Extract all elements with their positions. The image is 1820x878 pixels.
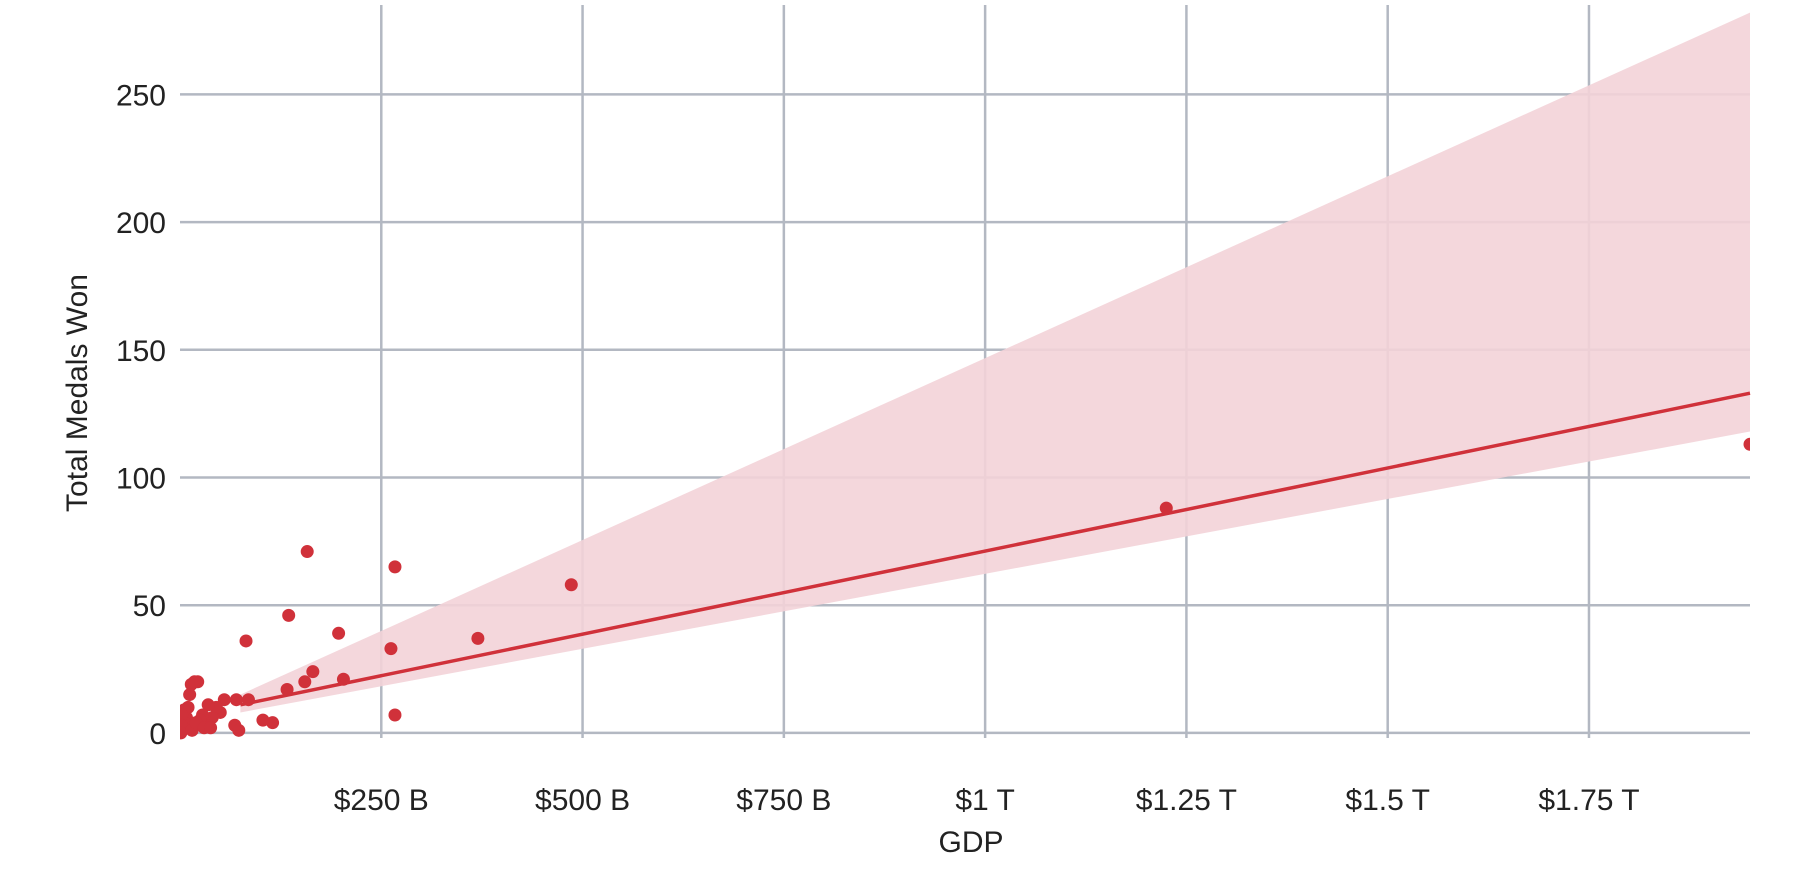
- scatter-point: [201, 698, 215, 712]
- y-tick-labels: 0 50 100 150 200 250: [116, 79, 166, 751]
- x-tick-labels: $250 B $500 B $750 B $1 T $1.25 T $1.5 T $1.75…: [334, 784, 1640, 817]
- scatter-point: [384, 642, 398, 656]
- scatter-point: [1159, 501, 1173, 515]
- scatter-point: [388, 560, 402, 574]
- scatter-point: [332, 626, 346, 640]
- scatter-point: [256, 713, 270, 727]
- x-axis-title: GDP: [938, 826, 1003, 859]
- x-tick-label: $1.75 T: [1538, 784, 1639, 817]
- scatter-point: [229, 693, 243, 707]
- scatter-point: [239, 634, 253, 648]
- x-tick-label: $250 B: [334, 784, 429, 817]
- scatter-point: [280, 682, 294, 696]
- scatter-point: [388, 708, 402, 722]
- y-tick-label: 100: [116, 462, 166, 495]
- scatter-point: [298, 675, 312, 689]
- confidence-band-layer: [240, 12, 1750, 713]
- scatter-point: [564, 578, 578, 592]
- regression-line-layer: [240, 391, 1751, 707]
- x-tick-label: $1.25 T: [1136, 784, 1237, 817]
- scatter-point: [282, 608, 296, 622]
- x-tick-label: $1.5 T: [1345, 784, 1430, 817]
- x-tick-label: $750 B: [736, 784, 831, 817]
- scatter-point: [241, 693, 255, 707]
- scatter-point: [232, 723, 246, 737]
- y-tick-label: 150: [116, 335, 166, 368]
- confidence-band: [240, 12, 1750, 713]
- scatter-point: [180, 726, 188, 740]
- x-tick-label: $500 B: [535, 784, 630, 817]
- scatter-point: [184, 677, 198, 691]
- scatter-point: [336, 672, 350, 686]
- scatter-point: [217, 693, 231, 707]
- scatter-point: [306, 665, 320, 679]
- y-tick-label: 200: [116, 207, 166, 240]
- y-tick-label: 50: [133, 590, 166, 623]
- scatter-points: [180, 437, 1750, 740]
- scatter-point: [204, 721, 218, 735]
- x-tick-label: $1 T: [955, 784, 1015, 817]
- scatter-point: [300, 545, 314, 559]
- scatter-point: [180, 708, 189, 722]
- scatter-point: [1743, 437, 1750, 451]
- y-tick-label: 0: [149, 718, 166, 751]
- y-tick-label: 250: [116, 79, 166, 112]
- scatter-point: [183, 688, 197, 702]
- regression-line: [240, 391, 1751, 707]
- y-axis-title: Total Medals Won: [61, 274, 94, 512]
- scatter-point: [471, 631, 485, 645]
